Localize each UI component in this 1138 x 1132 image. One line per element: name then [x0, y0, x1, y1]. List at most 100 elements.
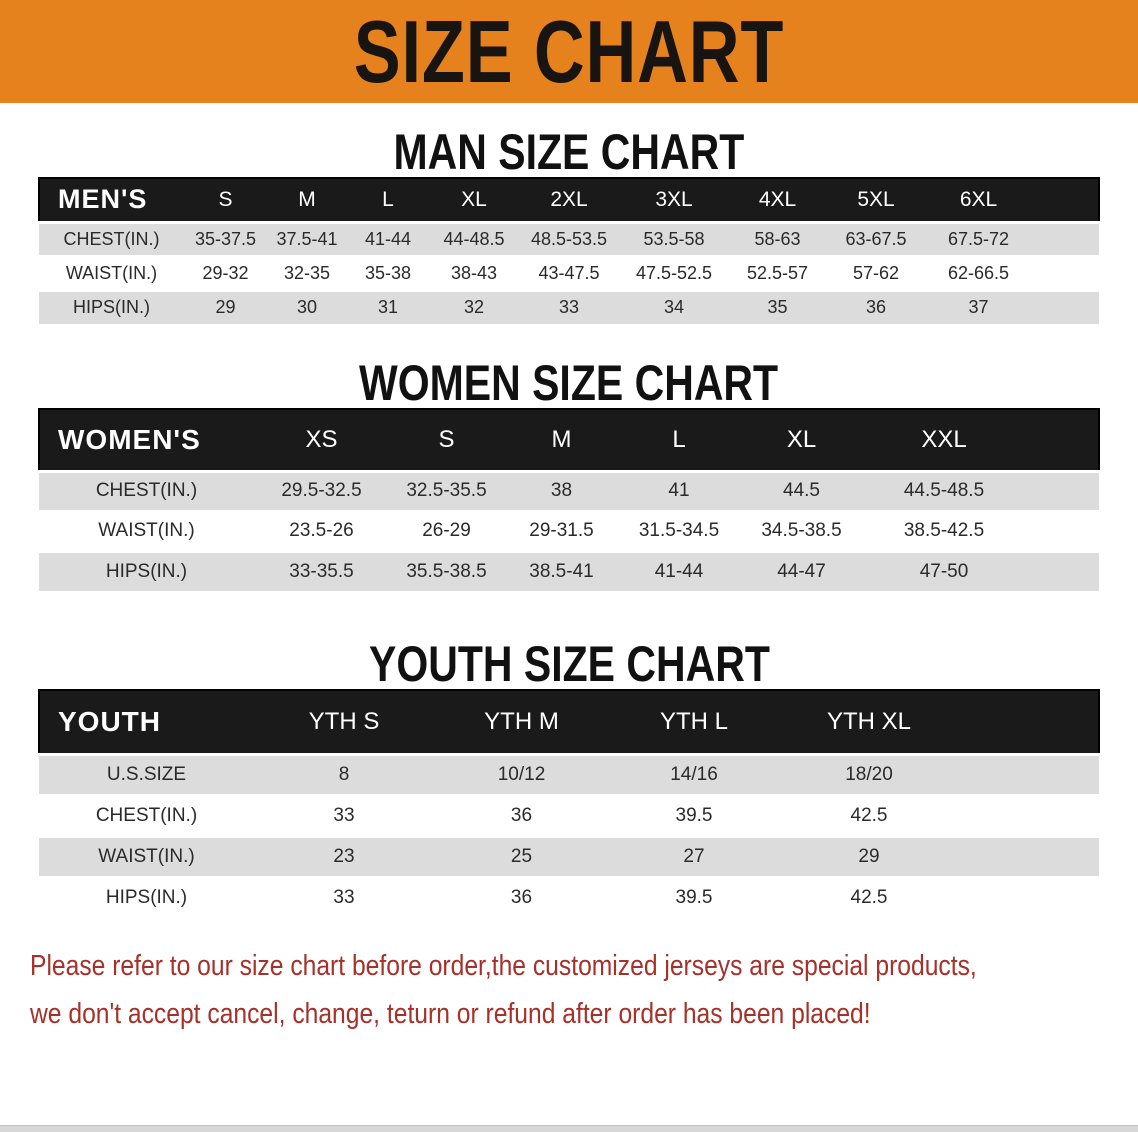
size-value-cell: 39.5 — [609, 793, 779, 836]
size-column-header: XXL — [864, 409, 1024, 471]
size-value-cell: 43-47.5 — [519, 254, 619, 290]
size-value-cell: 44.5 — [739, 469, 864, 511]
row-label: WAIST(IN.) — [39, 834, 254, 877]
size-value-cell: 39.5 — [609, 875, 779, 918]
size-value-cell: 29-31.5 — [504, 509, 619, 551]
row-label: CHEST(IN.) — [39, 793, 254, 836]
cell-spacer — [959, 793, 1099, 836]
size-value-cell: 35-38 — [347, 254, 429, 290]
size-value-cell: 47.5-52.5 — [619, 254, 729, 290]
size-value-cell: 30 — [267, 288, 347, 324]
size-value-cell: 37 — [926, 288, 1031, 324]
size-column-header: 6XL — [926, 178, 1031, 222]
size-value-cell: 33 — [519, 288, 619, 324]
cell-spacer — [1031, 288, 1099, 324]
size-value-cell: 35-37.5 — [184, 220, 267, 256]
cell-spacer — [1031, 220, 1099, 256]
disclaimer-line-2: we don't accept cancel, change, teturn o… — [30, 998, 871, 1030]
bottom-edge-strip — [0, 1125, 1138, 1132]
cell-spacer — [959, 875, 1099, 918]
size-value-cell: 42.5 — [779, 793, 959, 836]
size-value-cell: 41-44 — [347, 220, 429, 256]
youth-table-label: YOUTH — [39, 690, 254, 754]
size-value-cell: 52.5-57 — [729, 254, 826, 290]
header-spacer — [1024, 409, 1099, 471]
size-value-cell: 41 — [619, 469, 739, 511]
table-row: WAIST(IN.) 23.5-26 26-29 29-31.5 31.5-34… — [39, 509, 1099, 551]
size-value-cell: 33 — [254, 875, 434, 918]
table-row: CHEST(IN.) 33 36 39.5 42.5 — [39, 793, 1099, 836]
size-column-header: XL — [429, 178, 519, 222]
size-value-cell: 25 — [434, 834, 609, 877]
row-label: CHEST(IN.) — [39, 469, 254, 511]
row-label: WAIST(IN.) — [39, 509, 254, 551]
size-value-cell: 47-50 — [864, 549, 1024, 591]
size-value-cell: 44-47 — [739, 549, 864, 591]
table-row: HIPS(IN.) 33 36 39.5 42.5 — [39, 875, 1099, 918]
cell-spacer — [959, 834, 1099, 877]
youth-header-row: YOUTH YTH S YTH M YTH L YTH XL — [39, 690, 1099, 754]
youth-size-chart-heading: YOUTH SIZE CHART — [368, 636, 770, 692]
size-column-header: YTH L — [609, 690, 779, 754]
table-row: HIPS(IN.) 29 30 31 32 33 34 35 36 37 — [39, 288, 1099, 324]
size-value-cell: 33 — [254, 793, 434, 836]
size-value-cell: 31.5-34.5 — [619, 509, 739, 551]
size-value-cell: 33-35.5 — [254, 549, 389, 591]
row-label: HIPS(IN.) — [39, 549, 254, 591]
size-column-header: 5XL — [826, 178, 926, 222]
size-column-header: M — [267, 178, 347, 222]
size-column-header: 4XL — [729, 178, 826, 222]
women-size-chart-heading: WOMEN SIZE CHART — [359, 355, 779, 411]
size-value-cell: 42.5 — [779, 875, 959, 918]
size-value-cell: 58-63 — [729, 220, 826, 256]
size-column-header: YTH S — [254, 690, 434, 754]
size-value-cell: 26-29 — [389, 509, 504, 551]
size-value-cell: 63-67.5 — [826, 220, 926, 256]
man-size-chart-heading: MAN SIZE CHART — [393, 124, 745, 180]
size-value-cell: 44-48.5 — [429, 220, 519, 256]
disclaimer: Please refer to our size chart before or… — [0, 942, 1138, 1038]
youth-size-table: YOUTH YTH S YTH M YTH L YTH XL U.S.SIZE … — [38, 689, 1100, 918]
womens-table-label: WOMEN'S — [39, 409, 254, 471]
cell-spacer — [1031, 254, 1099, 290]
womens-size-table: WOMEN'S XS S M L XL XXL CHEST(IN.) 29.5-… — [38, 408, 1100, 591]
size-column-header: M — [504, 409, 619, 471]
size-value-cell: 48.5-53.5 — [519, 220, 619, 256]
size-chart-banner: SIZE CHART — [0, 0, 1138, 103]
mens-table-label: MEN'S — [39, 178, 184, 222]
size-value-cell: 14/16 — [609, 752, 779, 795]
size-value-cell: 32 — [429, 288, 519, 324]
size-value-cell: 36 — [434, 875, 609, 918]
mens-size-table: MEN'S S M L XL 2XL 3XL 4XL 5XL 6XL CHEST… — [38, 177, 1100, 324]
size-column-header: L — [619, 409, 739, 471]
size-value-cell: 34 — [619, 288, 729, 324]
row-label: CHEST(IN.) — [39, 220, 184, 256]
cell-spacer — [1024, 549, 1099, 591]
size-value-cell: 35 — [729, 288, 826, 324]
table-row: CHEST(IN.) 29.5-32.5 32.5-35.5 38 41 44.… — [39, 469, 1099, 511]
table-row: WAIST(IN.) 23 25 27 29 — [39, 834, 1099, 877]
size-column-header: S — [184, 178, 267, 222]
row-label: WAIST(IN.) — [39, 254, 184, 290]
size-value-cell: 29 — [779, 834, 959, 877]
size-value-cell: 35.5-38.5 — [389, 549, 504, 591]
size-value-cell: 53.5-58 — [619, 220, 729, 256]
size-value-cell: 23.5-26 — [254, 509, 389, 551]
size-value-cell: 27 — [609, 834, 779, 877]
size-column-header: YTH XL — [779, 690, 959, 754]
size-value-cell: 38.5-41 — [504, 549, 619, 591]
size-value-cell: 10/12 — [434, 752, 609, 795]
mens-header-row: MEN'S S M L XL 2XL 3XL 4XL 5XL 6XL — [39, 178, 1099, 222]
banner-title: SIZE CHART — [353, 1, 785, 101]
row-label: HIPS(IN.) — [39, 288, 184, 324]
size-value-cell: 38.5-42.5 — [864, 509, 1024, 551]
size-column-header: 3XL — [619, 178, 729, 222]
size-value-cell: 29-32 — [184, 254, 267, 290]
size-value-cell: 44.5-48.5 — [864, 469, 1024, 511]
size-value-cell: 36 — [826, 288, 926, 324]
row-label: HIPS(IN.) — [39, 875, 254, 918]
size-column-header: YTH M — [434, 690, 609, 754]
size-value-cell: 38-43 — [429, 254, 519, 290]
table-row: U.S.SIZE 8 10/12 14/16 18/20 — [39, 752, 1099, 795]
size-value-cell: 62-66.5 — [926, 254, 1031, 290]
